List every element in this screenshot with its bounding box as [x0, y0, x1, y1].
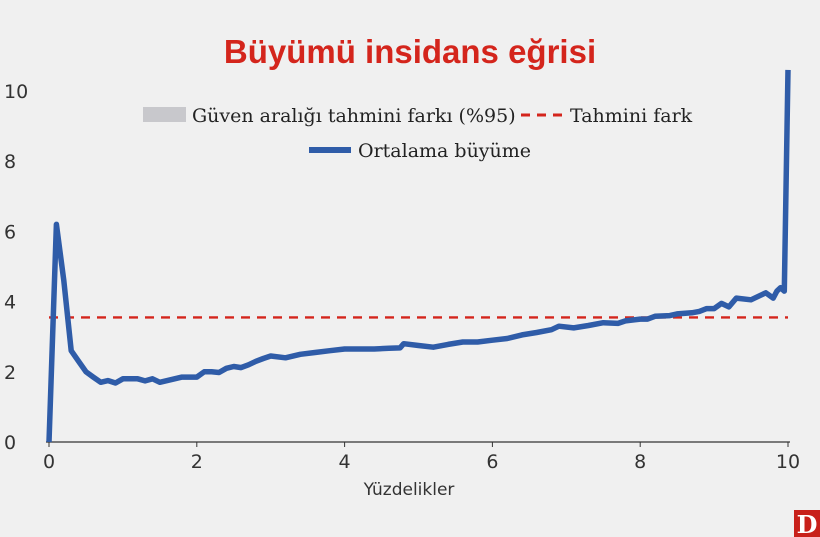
legend: Güven aralığı tahmini farkı (%95) Tahmin…: [143, 105, 693, 162]
logo-background: [794, 510, 820, 537]
publisher-logo: D: [794, 510, 820, 537]
x-tick-label: 10: [776, 451, 800, 473]
y-axis-ticks: 0 2 4 6 8 10: [4, 81, 28, 454]
x-axis-ticks: 0 2 4 6 8 10: [43, 442, 800, 473]
legend-line-label: Ortalama büyüme: [358, 140, 531, 162]
y-tick-label: 6: [4, 221, 16, 243]
y-tick-label: 0: [4, 432, 16, 454]
x-tick-label: 6: [486, 451, 498, 473]
x-tick-label: 4: [339, 451, 351, 473]
legend-band-swatch: [143, 107, 186, 122]
y-tick-label: 8: [4, 151, 16, 173]
legend-dashed-label: Tahmini fark: [570, 105, 693, 127]
y-tick-label: 2: [4, 362, 16, 384]
series-group: [46, 69, 791, 443]
x-axis-label: Yüzdelikler: [363, 480, 455, 500]
x-tick-label: 2: [191, 451, 203, 473]
y-tick-label: 10: [4, 81, 28, 103]
x-tick-label: 0: [43, 451, 55, 473]
logo-letter: D: [797, 510, 818, 537]
y-tick-label: 4: [4, 292, 16, 314]
chart-title: Büyümü insidans eğrisi: [224, 33, 596, 70]
legend-band-label: Güven aralığı tahmini farkı (%95): [192, 105, 516, 127]
x-tick-label: 8: [634, 451, 646, 473]
series-line-ortalama-buyume: [46, 69, 791, 443]
